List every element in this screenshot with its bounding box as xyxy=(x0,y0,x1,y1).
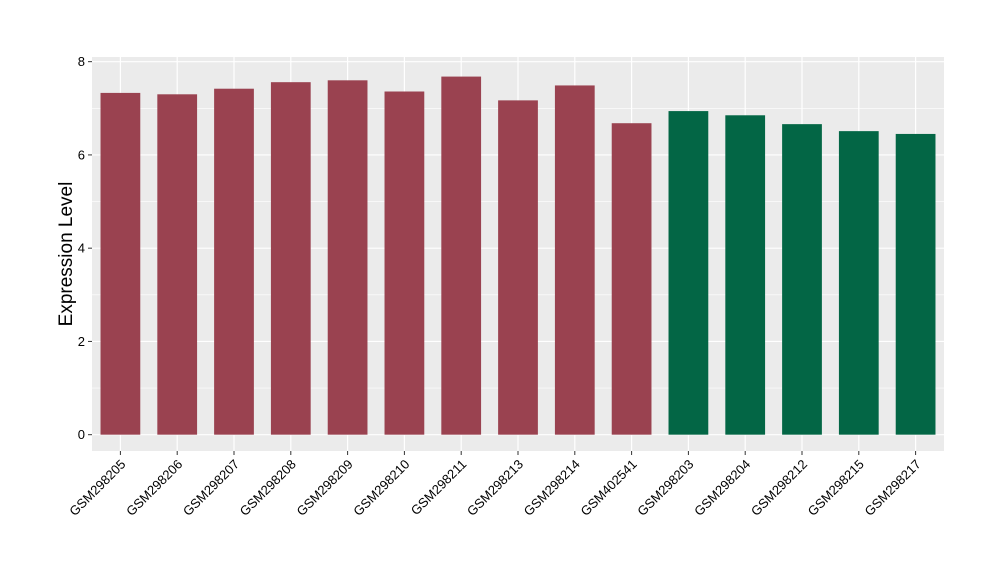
x-tick-label: GSM298204 xyxy=(691,457,753,519)
bar-GSM298209 xyxy=(327,80,368,435)
bar-GSM298213 xyxy=(498,100,538,435)
x-tick-label: GSM298212 xyxy=(748,457,810,519)
x-axis: GSM298205GSM298206GSM298207GSM298208GSM2… xyxy=(66,451,924,519)
bar-GSM298211 xyxy=(441,76,482,435)
bar-GSM298208 xyxy=(270,82,311,435)
y-tick-label: 6 xyxy=(78,147,85,162)
y-tick-label: 0 xyxy=(78,427,85,442)
y-tick-label: 2 xyxy=(78,334,85,349)
bar-GSM298210 xyxy=(384,91,425,435)
x-tick-label: GSM298215 xyxy=(805,457,867,519)
x-tick-label: GSM298217 xyxy=(861,457,923,519)
x-tick-label: GSM298214 xyxy=(521,457,583,519)
x-tick-label: GSM298206 xyxy=(123,457,185,519)
x-tick-label: GSM298211 xyxy=(408,457,470,519)
bar-GSM298206 xyxy=(157,94,198,435)
bar-GSM298205 xyxy=(100,92,141,435)
x-tick-label: GSM298205 xyxy=(66,457,128,519)
bar-GSM298203 xyxy=(668,111,709,435)
x-tick-label: GSM298207 xyxy=(180,457,242,519)
x-tick-label: GSM298203 xyxy=(634,457,696,519)
bar-GSM298217 xyxy=(895,133,936,435)
y-tick-label: 4 xyxy=(78,241,85,256)
bar-GSM402541 xyxy=(611,123,652,435)
bars xyxy=(100,76,936,435)
x-tick-label: GSM298210 xyxy=(350,457,412,519)
bar-GSM298212 xyxy=(782,124,822,435)
x-tick-label: GSM298208 xyxy=(237,457,299,519)
bar-GSM298215 xyxy=(838,131,879,435)
bar-GSM298214 xyxy=(554,85,595,435)
bar-GSM298207 xyxy=(214,88,254,435)
x-tick-label: GSM298209 xyxy=(293,457,355,519)
x-tick-label: GSM298213 xyxy=(464,457,526,519)
x-tick-label: GSM402541 xyxy=(577,457,639,519)
y-axis: 0 2 4 6 8 xyxy=(78,54,92,442)
y-tick-label: 8 xyxy=(78,54,85,69)
y-axis-label: Expression Level xyxy=(56,182,77,327)
bar-GSM298204 xyxy=(725,115,766,435)
